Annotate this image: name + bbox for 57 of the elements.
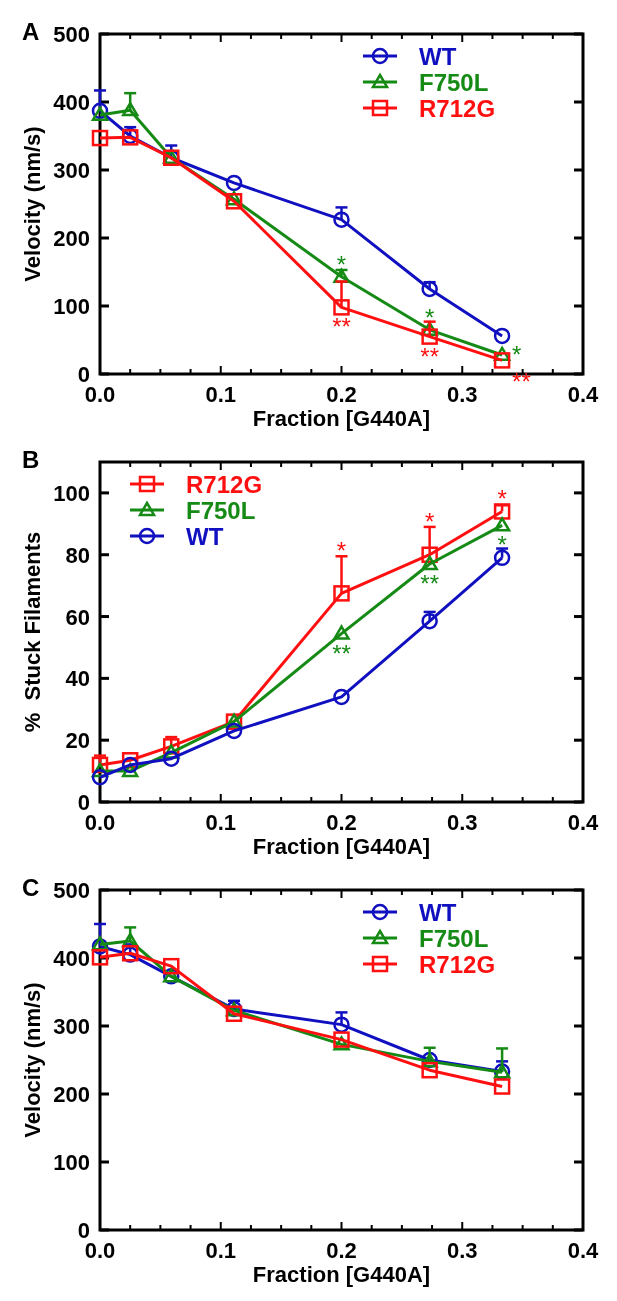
annotation: * (497, 531, 507, 559)
x-axis-title: Fraction [G440A] (252, 1262, 431, 1287)
x-tick-label: 0.1 (205, 1238, 237, 1263)
y-tick-label: 300 (53, 1014, 90, 1039)
x-tick-label: 0.2 (326, 1238, 357, 1263)
annotation: ** (420, 342, 439, 370)
y-tick-label: 400 (53, 946, 90, 971)
y-tick-label: 300 (53, 158, 90, 183)
x-tick-label: 0.4 (567, 382, 600, 407)
y-axis-title: % Stuck Filaments (20, 531, 45, 733)
x-tick-label: 0.4 (567, 810, 600, 835)
x-tick-label: 0.3 (446, 810, 478, 835)
x-tick-label: 0.1 (205, 382, 237, 407)
y-tick-label: 500 (53, 878, 90, 903)
y-tick-label: 100 (53, 294, 90, 319)
x-tick-label: 0.2 (326, 382, 357, 407)
x-tick-label: 0.4 (567, 1238, 600, 1263)
annotation: * (424, 303, 435, 331)
annotation: * (336, 537, 347, 565)
x-axis-title: Fraction [G440A] (252, 406, 431, 431)
annotation: ** (512, 368, 531, 396)
y-tick-label: 20 (65, 728, 90, 754)
chart-title: C (22, 874, 40, 901)
y-tick-label: 60 (65, 604, 90, 630)
y-tick-label: 40 (65, 666, 90, 692)
annotation: * (512, 340, 522, 368)
legend-label: F750L (186, 497, 256, 524)
y-tick-label: 200 (53, 1082, 90, 1107)
legend-label: WT (419, 43, 457, 70)
x-tick-label: 0.1 (205, 810, 237, 835)
y-tick-label: 200 (53, 226, 90, 251)
x-tick-label: 0.3 (446, 1238, 478, 1263)
x-tick-label: 0.2 (326, 810, 357, 835)
y-tick-label: 100 (53, 1150, 90, 1175)
legend-label: F750L (419, 69, 489, 96)
annotation: * (497, 485, 507, 513)
annotation: ** (332, 313, 351, 341)
x-tick-label: 0.3 (446, 382, 478, 407)
legend-label: F750L (419, 925, 489, 952)
annotation: * (424, 507, 435, 535)
legend-label: R712G (419, 95, 496, 122)
legend-label: R712G (186, 471, 263, 498)
legend-label: WT (419, 899, 457, 926)
y-tick-label: 100 (53, 480, 90, 506)
legend-label: WT (186, 523, 224, 550)
annotation: ** (332, 639, 351, 667)
annotation: ** (420, 570, 439, 597)
y-tick-label: 500 (53, 22, 90, 47)
y-axis-title: Velocity (nm/s) (20, 126, 45, 282)
annotation: * (336, 250, 347, 278)
chart-title: A (22, 18, 40, 45)
y-tick-label: 80 (65, 542, 90, 568)
y-tick-label: 400 (53, 90, 90, 115)
legend-label: R712G (419, 951, 496, 978)
y-axis-title: Velocity (nm/s) (20, 982, 45, 1138)
x-axis-title: Fraction [G440A] (252, 834, 431, 859)
chart-title: B (22, 446, 40, 473)
